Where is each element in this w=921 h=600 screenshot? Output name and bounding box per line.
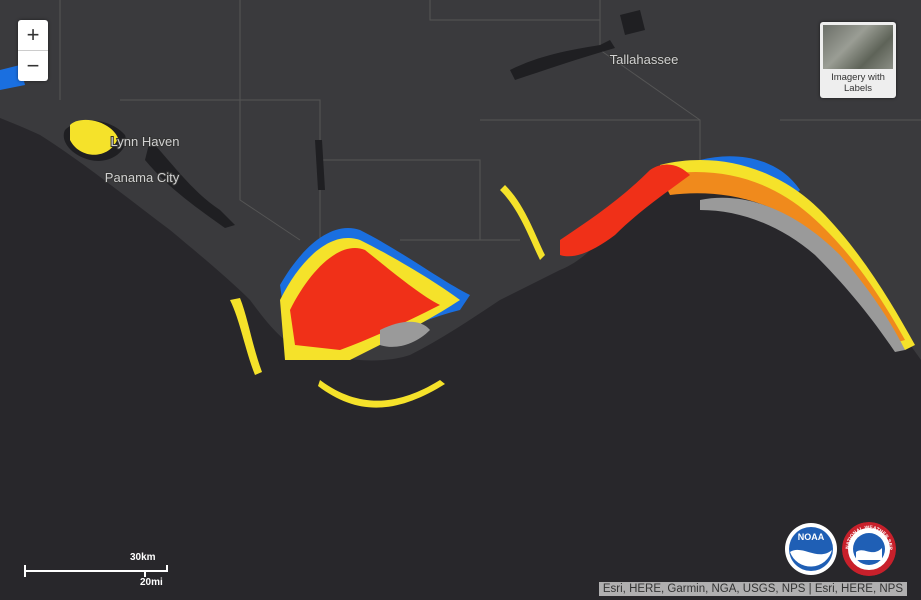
surge-area [0,65,915,408]
place-label: Tallahassee [610,52,679,67]
scale-line [24,571,146,577]
basemap-toggle[interactable]: Imagery with Labels [820,22,896,98]
zoom-controls: + − [18,20,48,81]
land [0,0,921,361]
basemap-thumbnail [823,25,893,69]
zoom-in-button[interactable]: + [26,22,40,47]
place-label: Panama City [105,170,180,185]
scale-bar: 30km 20mi [22,552,168,592]
scale-metric: 30km [130,552,156,563]
scale-imperial: 20mi [140,577,163,588]
basemap-label: Imagery with Labels [831,72,885,94]
attribution: Esri, HERE, Garmin, NGA, USGS, NPS | Esr… [598,582,907,596]
place-label: Lynn Haven [111,134,180,149]
noaa-logo: NOAA [785,523,837,575]
nws-logo: NATIONAL WEATHER SERVICE [842,522,896,576]
zoom-out-button[interactable]: − [18,50,48,81]
scale-line [24,565,168,572]
noaa-text: NOAA [798,532,825,542]
